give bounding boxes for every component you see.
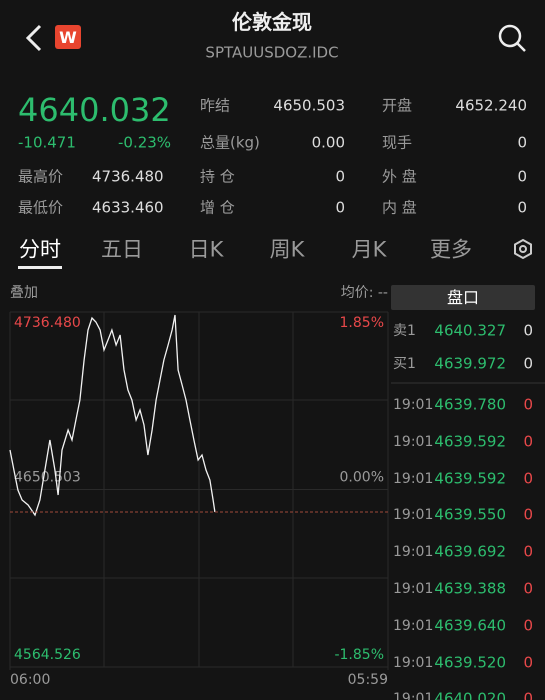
tab[interactable]: 更多: [430, 237, 472, 262]
price-line: [9, 314, 216, 517]
stat-value: 4652.240: [455, 96, 527, 115]
trade-volume: 0: [523, 469, 533, 488]
trade-time: 19:01: [393, 691, 434, 700]
trade-price: 4639.592: [434, 469, 506, 488]
y-tick-label: 4736.480: [14, 315, 81, 331]
trade-volume: 0: [523, 542, 533, 561]
level-label: 买1: [393, 356, 416, 372]
trade-volume: 0: [523, 579, 533, 598]
trade-price: 4639.520: [434, 653, 506, 672]
trade-volume: 0: [523, 505, 533, 524]
y2-tick-label: 0.00%: [340, 470, 384, 486]
tab-underline: [18, 266, 62, 269]
trade-price: 4639.592: [434, 432, 506, 451]
search-button[interactable]: [498, 24, 522, 48]
x-tick-label: 05:59: [348, 672, 388, 688]
stat-label: 最低价: [18, 198, 64, 217]
trade-price: 4639.692: [434, 542, 506, 561]
trade-volume: 0: [523, 616, 533, 635]
trade-price: 4639.550: [434, 505, 506, 524]
settings-dot: [519, 245, 527, 253]
trade-price: 4639.388: [434, 579, 506, 598]
tab[interactable]: 分时: [19, 237, 61, 262]
stat-label: 外 盘: [382, 167, 417, 186]
trade-time: 19:01: [393, 433, 434, 450]
back-button[interactable]: [25, 24, 42, 52]
stat-label: 最高价: [18, 167, 64, 186]
order-book-title: 盘口: [446, 288, 480, 307]
level-volume: 0: [523, 321, 533, 340]
trade-price: 4640.020: [434, 689, 506, 700]
y-tick-label: 4564.526: [14, 647, 81, 663]
price-change: -10.471: [18, 133, 76, 152]
trade-volume: 0: [523, 689, 533, 700]
price-change-pct: -0.23%: [118, 133, 172, 152]
trade-time: 19:01: [393, 507, 434, 524]
y-tick-label: 4650.503: [14, 470, 81, 486]
subtitle: SPTAUUSDOZ.IDC: [205, 43, 339, 62]
stat-value: 4650.503: [273, 96, 345, 115]
level-price: 4639.972: [434, 354, 506, 373]
stat-label: 总量(kg): [200, 133, 260, 152]
trade-time: 19:01: [393, 470, 434, 487]
level-volume: 0: [523, 354, 533, 373]
stat-value: 0: [517, 167, 527, 186]
overlay-button[interactable]: 叠加: [10, 285, 38, 301]
x-tick-label: 06:00: [10, 672, 50, 688]
stat-label: 内 盘: [382, 198, 417, 217]
tab[interactable]: 月K: [351, 237, 387, 262]
tab[interactable]: 周K: [269, 237, 305, 262]
stat-label: 持 仓: [200, 167, 235, 186]
stat-value: 4633.460: [92, 198, 164, 217]
logo-text: W: [59, 28, 77, 47]
trade-time: 19:01: [393, 544, 434, 561]
stat-label: 开盘: [382, 96, 413, 115]
stat-label: 昨结: [200, 96, 231, 115]
y2-tick-label: 1.85%: [340, 315, 384, 331]
stat-value: 0: [335, 167, 345, 186]
tab[interactable]: 日K: [188, 237, 224, 262]
trade-time: 19:01: [393, 397, 434, 413]
trade-volume: 0: [523, 395, 533, 414]
y2-tick-label: -1.85%: [334, 647, 384, 663]
trade-price: 4639.780: [434, 395, 506, 414]
stat-value: 0.00: [311, 133, 345, 152]
stat-label: 现手: [382, 133, 413, 152]
trade-time: 19:01: [393, 581, 434, 597]
tab[interactable]: 五日: [101, 237, 143, 262]
order-book-header: [391, 285, 535, 310]
trade-volume: 0: [523, 653, 533, 672]
trade-time: 19:01: [393, 654, 434, 671]
trade-time: 19:01: [393, 617, 434, 634]
stat-value: 0: [517, 198, 527, 217]
settings-button[interactable]: [514, 238, 532, 260]
title: 伦敦金现: [232, 10, 312, 34]
logo: [55, 25, 81, 49]
last-price: 4640.032: [18, 91, 171, 129]
search-handle: [516, 42, 526, 52]
trade-volume: 0: [523, 432, 533, 451]
avg-price: 均价: --: [340, 285, 388, 301]
stat-value: 0: [335, 198, 345, 217]
level-label: 卖1: [393, 323, 416, 339]
stat-value: 4736.480: [92, 167, 164, 186]
level-price: 4640.327: [434, 321, 506, 340]
stat-label: 增 仓: [200, 198, 235, 217]
trade-price: 4639.640: [434, 616, 506, 635]
stat-value: 0: [517, 133, 527, 152]
